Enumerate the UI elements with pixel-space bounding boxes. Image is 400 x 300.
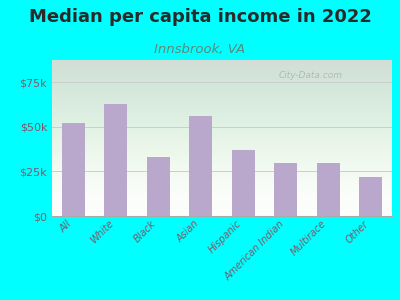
Text: Innsbrook, VA: Innsbrook, VA [154, 44, 246, 56]
Bar [62, 123, 85, 216]
Bar [274, 163, 298, 216]
Bar [359, 177, 382, 216]
Bar [104, 104, 128, 216]
Bar [189, 116, 212, 216]
Bar [316, 164, 340, 216]
Bar [146, 157, 170, 216]
Text: City-Data.com: City-Data.com [278, 71, 342, 80]
Text: Median per capita income in 2022: Median per capita income in 2022 [28, 8, 372, 26]
Bar [232, 150, 255, 216]
